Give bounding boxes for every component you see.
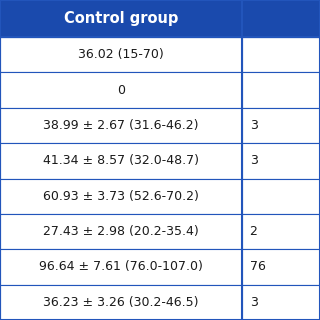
- Text: 41.34 ± 8.57 (32.0-48.7): 41.34 ± 8.57 (32.0-48.7): [43, 154, 199, 167]
- Bar: [0, 214, 242, 249]
- Text: 38.99 ± 2.67 (31.6-46.2): 38.99 ± 2.67 (31.6-46.2): [43, 119, 198, 132]
- Bar: [242, 72, 320, 108]
- Bar: [0, 108, 242, 143]
- Bar: [242, 0, 320, 37]
- Bar: [242, 179, 320, 214]
- Bar: [242, 214, 320, 249]
- Text: 60.93 ± 3.73 (52.6-70.2): 60.93 ± 3.73 (52.6-70.2): [43, 190, 199, 203]
- Text: 3: 3: [250, 119, 258, 132]
- Bar: [0, 72, 242, 108]
- Bar: [0, 284, 242, 320]
- Text: 3: 3: [250, 154, 258, 167]
- Text: 0: 0: [117, 84, 125, 97]
- Text: 36.02 (15-70): 36.02 (15-70): [78, 48, 164, 61]
- Bar: [0, 37, 242, 72]
- Bar: [0, 249, 242, 284]
- Text: 96.64 ± 7.61 (76.0-107.0): 96.64 ± 7.61 (76.0-107.0): [39, 260, 203, 273]
- Bar: [242, 284, 320, 320]
- Bar: [0, 143, 242, 179]
- Bar: [242, 249, 320, 284]
- Bar: [242, 37, 320, 72]
- Text: 76: 76: [250, 260, 266, 273]
- Bar: [0, 0, 242, 37]
- Bar: [0, 179, 242, 214]
- Text: 27.43 ± 2.98 (20.2-35.4): 27.43 ± 2.98 (20.2-35.4): [43, 225, 199, 238]
- Bar: [242, 143, 320, 179]
- Text: Control group: Control group: [64, 11, 178, 26]
- Text: 2: 2: [250, 225, 258, 238]
- Bar: [242, 108, 320, 143]
- Text: 36.23 ± 3.26 (30.2-46.5): 36.23 ± 3.26 (30.2-46.5): [43, 296, 198, 309]
- Text: 3: 3: [250, 296, 258, 309]
